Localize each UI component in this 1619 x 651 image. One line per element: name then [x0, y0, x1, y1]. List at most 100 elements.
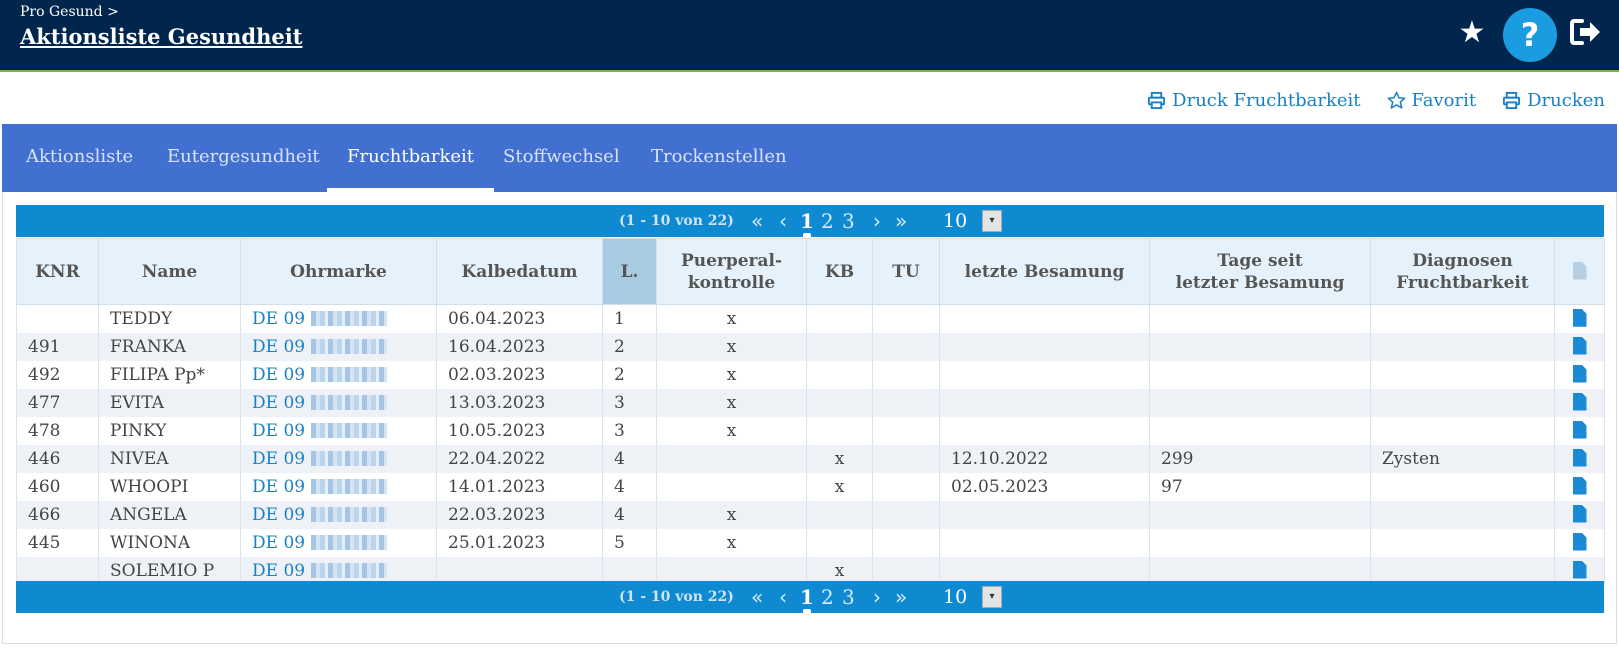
page-size-dropdown[interactable]: ▾ — [982, 586, 1002, 608]
table-row[interactable]: 491 FRANKA DE 09 16.04.2023 2 x — [16, 332, 1605, 361]
cell-kalbedatum-text: 16.04.2023 — [448, 336, 546, 357]
cell-tu — [872, 472, 940, 501]
cell-document[interactable] — [1554, 472, 1605, 501]
last-page-icon[interactable]: » — [895, 585, 908, 609]
col-header-tu[interactable]: TU — [872, 238, 940, 305]
document-icon[interactable] — [1572, 448, 1587, 467]
cell-document[interactable] — [1554, 556, 1605, 585]
first-page-icon[interactable]: « — [751, 209, 764, 233]
star-icon[interactable]: ★ — [1458, 14, 1486, 50]
col-header-tage-seit-besamung[interactable]: Tage seit letzter Besamung — [1149, 238, 1371, 305]
print-button[interactable]: Drucken — [1502, 90, 1605, 111]
col-header-kalbedatum[interactable]: Kalbedatum — [436, 238, 603, 305]
col-header-ohrmarke[interactable]: Ohrmarke — [240, 238, 437, 305]
col-header-name[interactable]: Name — [98, 238, 241, 305]
cell-document[interactable] — [1554, 416, 1605, 445]
document-icon — [1572, 261, 1587, 280]
cell-name-text: PINKY — [110, 420, 167, 441]
table-row[interactable]: SOLEMIO P DE 09 x — [16, 556, 1605, 585]
cell-name-text: EVITA — [110, 392, 165, 413]
last-page-icon[interactable]: » — [895, 209, 908, 233]
breadcrumb[interactable]: Pro Gesund > — [20, 4, 119, 20]
cell-ohrmarke[interactable]: DE 09 — [240, 556, 437, 585]
page-toolbar: Druck Fruchtbarkeit Favorit Drucken — [1147, 90, 1605, 111]
cell-document[interactable] — [1554, 500, 1605, 529]
page-size-dropdown[interactable]: ▾ — [982, 210, 1002, 232]
cell-puerperalkontrolle-text: x — [726, 392, 737, 413]
cell-ohrmarke[interactable]: DE 09 — [240, 388, 437, 417]
cell-kalbedatum: 13.03.2023 — [436, 388, 603, 417]
page-3-button[interactable]: 3 — [842, 585, 855, 609]
cell-knr: 446 — [16, 444, 99, 473]
tab-stoffwechsel[interactable]: Stoffwechsel — [503, 146, 620, 167]
table-row[interactable]: 492 FILIPA Pp* DE 09 02.03.2023 2 x — [16, 360, 1605, 389]
table-row[interactable]: 477 EVITA DE 09 13.03.2023 3 x — [16, 388, 1605, 417]
first-page-icon[interactable]: « — [751, 585, 764, 609]
col-header-puerperalkontrolle[interactable]: Puerperal- kontrolle — [656, 238, 807, 305]
table-row[interactable]: 460 WHOOPI DE 09 14.01.2023 4 x 02.05.2023 97 — [16, 472, 1605, 501]
cell-document[interactable] — [1554, 360, 1605, 389]
next-page-icon[interactable]: › — [873, 585, 881, 609]
help-icon[interactable]: ? — [1503, 8, 1557, 62]
logout-icon[interactable] — [1566, 12, 1606, 52]
prev-page-icon[interactable]: ‹ — [779, 209, 787, 233]
cell-knr: 466 — [16, 500, 99, 529]
cell-name-text: ANGELA — [110, 504, 187, 525]
prev-page-icon[interactable]: ‹ — [779, 585, 787, 609]
tab-aktionsliste[interactable]: Aktionsliste — [26, 146, 134, 167]
cell-ohrmarke[interactable]: DE 09 — [240, 416, 437, 445]
document-icon[interactable] — [1572, 560, 1587, 579]
cell-ohrmarke[interactable]: DE 09 — [240, 332, 437, 361]
document-icon[interactable] — [1572, 364, 1587, 383]
table-row[interactable]: TEDDY DE 09 06.04.2023 1 x — [16, 304, 1605, 333]
document-icon[interactable] — [1572, 336, 1587, 355]
page-3-button[interactable]: 3 — [842, 209, 855, 233]
col-header-diagnosen[interactable]: Diagnosen Fruchtbarkeit — [1370, 238, 1555, 305]
cell-ohrmarke[interactable]: DE 09 — [240, 500, 437, 529]
cell-document[interactable] — [1554, 332, 1605, 361]
col-header-laktation[interactable]: L. — [602, 238, 657, 305]
next-page-icon[interactable]: › — [873, 209, 881, 233]
page-1-button[interactable]: 1 — [800, 581, 814, 613]
table-row[interactable]: 478 PINKY DE 09 10.05.2023 3 x — [16, 416, 1605, 445]
page-2-button[interactable]: 2 — [821, 209, 834, 233]
cell-ohrmarke[interactable]: DE 09 — [240, 304, 437, 333]
table-row[interactable]: 445 WINONA DE 09 25.01.2023 5 x — [16, 528, 1605, 557]
cell-ohrmarke[interactable]: DE 09 — [240, 472, 437, 501]
document-icon[interactable] — [1572, 392, 1587, 411]
document-icon[interactable] — [1572, 308, 1587, 327]
cell-laktation-text: 5 — [614, 532, 625, 553]
document-icon[interactable] — [1572, 504, 1587, 523]
cell-name-text: WHOOPI — [110, 476, 189, 497]
cell-kb-text: x — [834, 476, 845, 497]
col-header-letzte-besamung[interactable]: letzte Besamung — [939, 238, 1150, 305]
table-row[interactable]: 466 ANGELA DE 09 22.03.2023 4 x — [16, 500, 1605, 529]
print-fertility-button[interactable]: Druck Fruchtbarkeit — [1147, 90, 1361, 111]
col-header-kb[interactable]: KB — [806, 238, 873, 305]
favorite-button[interactable]: Favorit — [1387, 90, 1477, 111]
pager-count: (1 - 10 von 22) — [619, 589, 734, 605]
col-header-knr[interactable]: KNR — [16, 238, 99, 305]
tab-eutergesundheit[interactable]: Eutergesundheit — [167, 146, 320, 167]
cell-ohrmarke[interactable]: DE 09 — [240, 528, 437, 557]
page-title[interactable]: Aktionsliste Gesundheit — [20, 24, 303, 49]
cell-letzte-besamung — [939, 500, 1150, 529]
document-icon[interactable] — [1572, 420, 1587, 439]
document-icon[interactable] — [1572, 476, 1587, 495]
cell-ohrmarke[interactable]: DE 09 — [240, 444, 437, 473]
tab-trockenstellen[interactable]: Trockenstellen — [651, 146, 787, 167]
cell-document[interactable] — [1554, 444, 1605, 473]
cell-ohrmarke[interactable]: DE 09 — [240, 360, 437, 389]
page-2-button[interactable]: 2 — [821, 585, 834, 609]
cell-tage-seit-besamung — [1149, 416, 1371, 445]
cell-kb — [806, 332, 873, 361]
table-row[interactable]: 446 NIVEA DE 09 22.04.2022 4 x 12.10.2022 299 Zy… — [16, 444, 1605, 473]
cell-kb — [806, 416, 873, 445]
cell-document[interactable] — [1554, 528, 1605, 557]
tab-fruchtbarkeit[interactable]: Fruchtbarkeit — [326, 124, 495, 192]
page-1-button[interactable]: 1 — [800, 205, 814, 237]
cell-document[interactable] — [1554, 304, 1605, 333]
document-icon[interactable] — [1572, 532, 1587, 551]
favorite-label: Favorit — [1411, 90, 1477, 111]
cell-document[interactable] — [1554, 388, 1605, 417]
